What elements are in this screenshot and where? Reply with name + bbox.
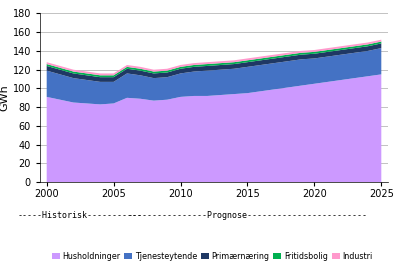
Text: ----------------Prognose------------------------: ----------------Prognose----------------… xyxy=(128,211,368,220)
Text: -----Historisk-----------: -----Historisk----------- xyxy=(18,211,142,220)
Legend: Husholdninger, Tjenesteytende, Primærnæring, Fritidsbolig, Industri: Husholdninger, Tjenesteytende, Primærnær… xyxy=(48,248,376,264)
Y-axis label: GWh: GWh xyxy=(0,84,10,111)
